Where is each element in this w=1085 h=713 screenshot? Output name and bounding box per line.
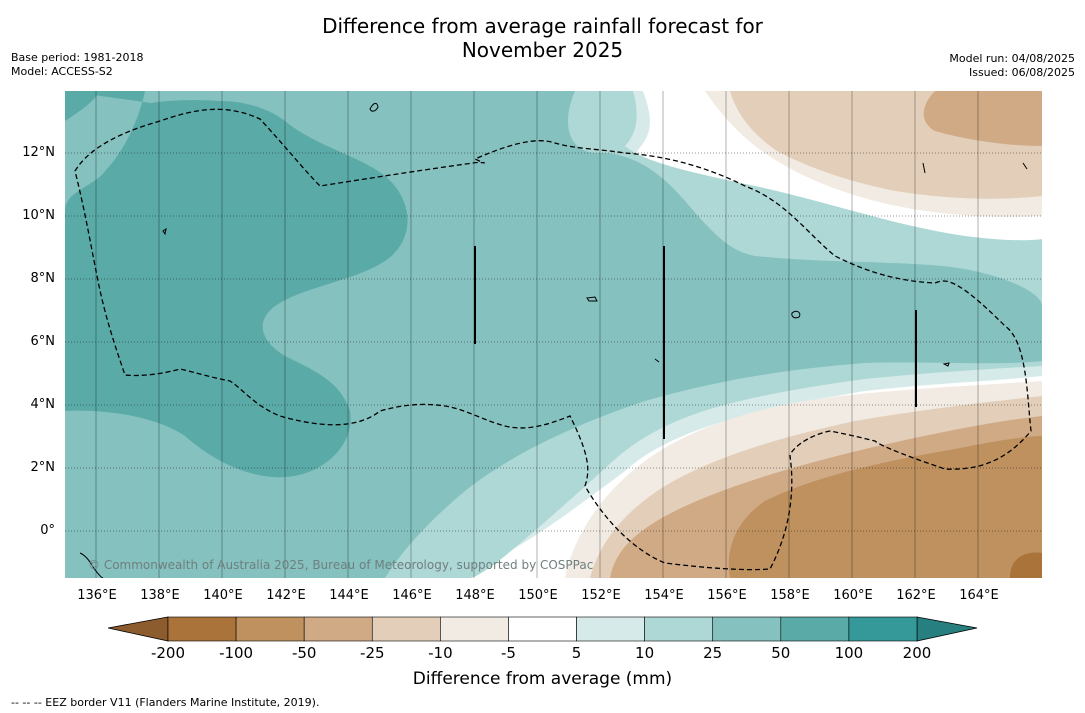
lon-label-150e: 150°E (518, 588, 558, 603)
colorbar-label: -10 (428, 644, 453, 662)
lon-label-146e: 146°E (392, 588, 432, 603)
dry-region-100-se (1010, 552, 1042, 578)
base-period-text: Base period: 1981-2018 (11, 51, 144, 64)
title-line-2: November 2025 (461, 38, 624, 62)
colorbar-label: 5 (571, 644, 582, 662)
colorbar-under-arrow (108, 616, 169, 642)
longitude-gridlines (95, 91, 979, 578)
colorbar-label: 10 (635, 644, 655, 662)
colorbar-cell (712, 616, 782, 642)
colorbar-cell (848, 616, 918, 642)
copyright-watermark: © Commonwealth of Australia 2025, Bureau… (88, 558, 594, 572)
dry-region-50-se (728, 436, 1042, 578)
lat-label-0: 0° (40, 523, 55, 538)
issued-text: Issued: 06/08/2025 (968, 66, 1075, 79)
colorbar-cell (508, 616, 577, 642)
colorbar-label: -200 (150, 644, 186, 662)
lon-label-152e: 152°E (581, 588, 621, 603)
lat-label-4n: 4°N (30, 397, 56, 412)
model-run-text: Model run: 04/08/2025 (949, 52, 1075, 65)
model-text: Model: ACCESS-S2 (11, 65, 113, 78)
lon-label-136e: 136°E (77, 588, 117, 603)
lon-label-158e: 158°E (770, 588, 810, 603)
lat-label-2n: 2°N (30, 460, 56, 475)
islands (79, 102, 1028, 578)
lon-label-138e: 138°E (140, 588, 180, 603)
colorbar-label: -50 (291, 644, 317, 662)
map-title: Difference from average rainfall forecas… (0, 14, 1085, 62)
wet-region-50-east (705, 259, 973, 338)
colorbar-label: -100 (219, 644, 254, 662)
lat-label-12n: 12°N (22, 145, 55, 160)
lon-label-164e: 164°E (959, 588, 999, 603)
dry-region-25-ne (923, 91, 1042, 146)
title-line-1: Difference from average rainfall forecas… (322, 14, 763, 38)
lon-label-144e: 144°E (329, 588, 369, 603)
colorbar-title: Difference from average (mm) (412, 669, 673, 689)
lon-label-154e: 154°E (644, 588, 684, 603)
colorbar-over-arrow (916, 616, 978, 642)
eez-segments (474, 246, 917, 439)
lat-label-6n: 6°N (30, 334, 56, 349)
lon-label-156e: 156°E (707, 588, 747, 603)
lon-label-142e: 142°E (266, 588, 306, 603)
colorbar-cell (167, 616, 237, 642)
lon-label-140e: 140°E (203, 588, 243, 603)
colorbar (108, 616, 978, 642)
rainfall-anomaly-map (65, 91, 1042, 578)
colorbar-label: 100 (834, 644, 864, 662)
wet-region-100 (65, 91, 408, 478)
colorbar-cell (576, 616, 645, 642)
colorbar-cell (371, 616, 441, 642)
colorbar-label: 25 (703, 644, 723, 662)
latitude-gridlines (65, 152, 1042, 532)
colorbar-cell (303, 616, 373, 642)
lon-label-148e: 148°E (455, 588, 495, 603)
colorbar-label: 50 (771, 644, 791, 662)
lon-label-160e: 160°E (833, 588, 873, 603)
lat-label-10n: 10°N (22, 208, 55, 223)
meta-right: Model run: 04/08/2025 Issued: 06/08/2025 (949, 52, 1075, 80)
eez-footnote: -- -- -- EEZ border V11 (Flanders Marine… (11, 696, 320, 709)
wet-region-100b (65, 91, 100, 121)
colorbar-cell (235, 616, 305, 642)
colorbar-cell (440, 616, 509, 642)
colorbar-cell (644, 616, 714, 642)
meta-left: Base period: 1981-2018 Model: ACCESS-S2 (11, 51, 143, 79)
colorbar-label: -25 (360, 644, 385, 662)
colorbar-cell (780, 616, 850, 642)
colorbar-label: -5 (501, 644, 516, 662)
colorbar-label: 200 (902, 644, 932, 662)
colorbar-cells (167, 616, 918, 642)
lat-label-8n: 8°N (30, 271, 56, 286)
lon-label-162e: 162°E (896, 588, 936, 603)
map-area (65, 91, 1042, 578)
eez-border (74, 108, 1032, 571)
